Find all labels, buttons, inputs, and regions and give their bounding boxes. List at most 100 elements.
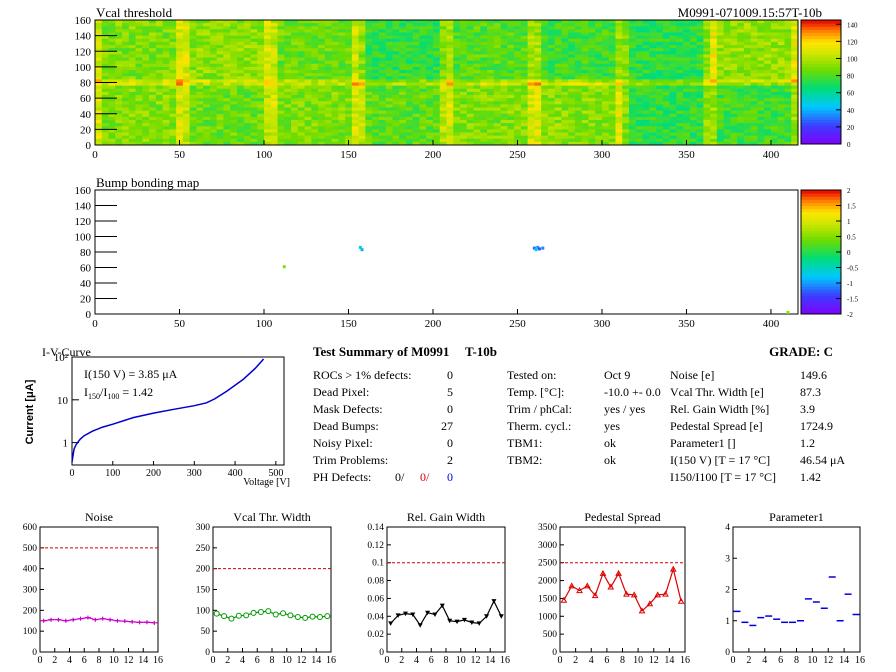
map1-cell [196,104,204,108]
map1-cell [629,45,637,49]
map1-cell [595,95,603,99]
summary-left-value: 0 [447,368,453,382]
map1-cell [250,60,258,65]
map1-cell [460,110,468,115]
map1-cell [365,79,373,83]
ph-defects-label: PH Defects: [313,470,371,484]
map1-cell [622,35,630,40]
bump-hit [536,245,540,249]
map1-cell [662,129,670,133]
map1-cell [561,82,569,87]
map1-cell [189,107,197,112]
map1-cell [669,88,677,93]
map1-cell [520,79,529,83]
map1-cell [250,126,258,130]
per-roc-xtick-label: 4 [240,655,245,666]
data-point [599,569,607,576]
map1-cell [399,23,407,27]
map1-cell [723,29,731,33]
colorbar-band [801,279,841,284]
map1-cell [351,20,360,24]
map1-cell [351,101,360,105]
iv-ytick-label: 1 [63,438,69,450]
map1-cell [649,66,657,71]
map1-cell [426,95,434,99]
map1-cell [757,104,765,108]
map1-cell [703,73,711,77]
map1-cell [230,104,238,108]
map1-cell [345,135,353,140]
map1-cell [162,120,170,124]
map1-cell [622,20,630,24]
map1-cell [500,110,508,115]
map1-cell [520,23,529,27]
map1-cell [351,88,360,93]
map1-cell [216,32,224,37]
map1-cell [250,129,258,133]
map1-cell [176,126,184,130]
map1-cell [216,63,224,68]
map1-cell [95,51,103,55]
map1-cell [358,32,366,37]
data-point [623,590,630,597]
map1-cell [581,85,589,90]
map1-cell [243,35,251,40]
map1-cell [101,66,109,71]
map1-cell [547,41,556,46]
map1-cell [777,20,785,24]
map1-cell [263,70,272,74]
map1-cell [176,91,184,96]
map1-cell [419,79,427,83]
map1-cell [581,73,589,77]
per-roc-plot-title: Pedestal Spread [584,510,660,524]
map1-cell [162,57,170,62]
map1-cell [412,41,420,46]
map1-cell [432,79,441,83]
map1-cell [743,88,752,93]
map1-cell [554,82,562,87]
map1-cell [446,104,454,108]
map1-cell [568,63,576,68]
map1-cell [284,35,292,40]
map1-cell [338,138,346,143]
map1-cell [115,60,123,65]
map1-cell [520,95,529,99]
map1-cell [291,20,299,24]
map1-cell [757,110,765,115]
map1-cell [791,110,799,115]
summary-mid-value: yes / yes [604,402,646,416]
map1-cell [182,79,191,83]
map1-cell [601,138,610,143]
map1-cell [297,73,305,77]
map1-cell [676,116,684,121]
map1-cell [730,107,738,112]
map1-cell [656,57,664,62]
map1-cell [750,60,758,65]
map1-cell [561,113,569,118]
map1-cell [338,26,346,30]
colorbar-band [801,211,841,216]
map1-cell [230,88,238,93]
map1-cell [446,23,454,27]
map1-cell [432,120,441,124]
map1-cell [399,120,407,124]
map1-cell [331,23,339,27]
map1-cell [203,54,211,58]
per-roc-ytick-label: 2 [725,586,730,596]
map1-cell [737,98,745,102]
map1-cell [142,63,150,68]
map1-cell [581,110,589,115]
map1-cell [656,129,664,133]
map1-cell [122,57,130,62]
map1-cell [196,29,204,33]
map1-cell [473,35,481,40]
map1-cell [351,132,360,137]
map1-cell [520,85,529,90]
map1-cell [541,48,549,52]
colorbar-band [801,29,841,33]
colorbar-tick-label: -1 [847,280,853,288]
map1-cell [95,113,103,118]
map1-cell [189,29,197,33]
map1-cell [493,126,501,130]
